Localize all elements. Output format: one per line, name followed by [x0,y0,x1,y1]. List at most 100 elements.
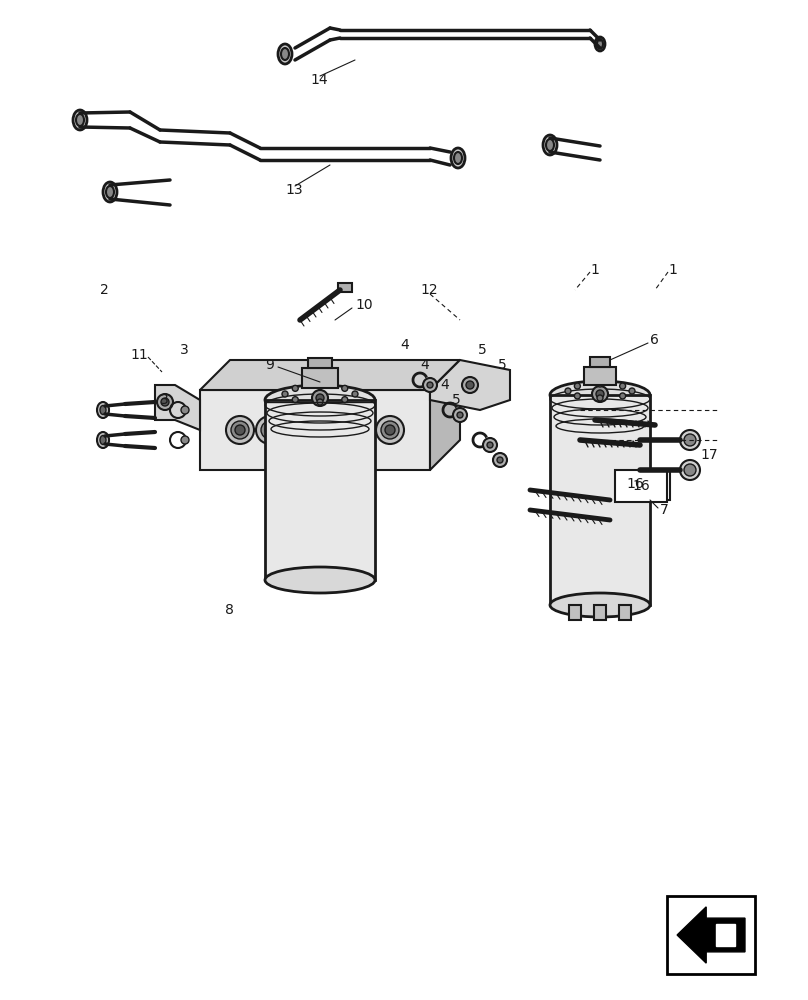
Ellipse shape [97,432,109,448]
Circle shape [325,425,335,435]
Text: 3: 3 [180,343,189,357]
Circle shape [346,416,374,444]
Circle shape [574,393,580,399]
Polygon shape [430,360,460,470]
Text: 5: 5 [478,343,486,357]
Circle shape [376,416,404,444]
Circle shape [181,436,189,444]
Circle shape [261,421,279,439]
Bar [716,924,735,946]
Ellipse shape [684,434,696,446]
Text: 12: 12 [420,283,438,297]
Circle shape [592,386,608,402]
Text: 14: 14 [310,73,327,87]
Circle shape [235,425,245,435]
Ellipse shape [543,135,557,155]
Circle shape [265,425,275,435]
Text: 5: 5 [498,358,507,372]
Ellipse shape [265,567,375,593]
Text: 1: 1 [590,263,599,277]
Circle shape [620,393,625,399]
Text: 9: 9 [265,358,274,372]
Text: 4: 4 [400,338,409,352]
Circle shape [355,425,365,435]
Bar [569,605,581,620]
Ellipse shape [684,464,696,476]
Text: 16: 16 [626,477,644,491]
Circle shape [620,383,625,389]
Ellipse shape [680,430,700,450]
Circle shape [291,421,309,439]
Ellipse shape [100,436,106,444]
Circle shape [352,391,358,397]
Circle shape [226,416,254,444]
Circle shape [342,385,347,391]
Circle shape [351,421,369,439]
Ellipse shape [97,402,109,418]
Ellipse shape [73,110,87,130]
Circle shape [286,416,314,444]
Bar [620,470,670,500]
Circle shape [597,395,603,401]
Circle shape [629,388,635,394]
Circle shape [292,385,298,391]
Bar [590,357,610,367]
Circle shape [282,391,288,397]
Circle shape [316,394,324,402]
Ellipse shape [550,381,650,409]
Ellipse shape [546,139,554,151]
Bar [302,368,338,388]
Ellipse shape [597,39,603,48]
Ellipse shape [595,37,605,51]
Polygon shape [677,907,745,963]
Bar [550,395,650,605]
Circle shape [574,383,580,389]
Ellipse shape [76,114,84,126]
Text: 10: 10 [355,298,372,312]
Circle shape [381,421,399,439]
Ellipse shape [281,48,289,60]
Ellipse shape [106,186,114,198]
Text: 2: 2 [100,283,109,297]
Text: 13: 13 [285,183,303,197]
Circle shape [161,398,169,406]
Circle shape [295,425,305,435]
Ellipse shape [103,182,117,202]
Circle shape [597,381,603,387]
Text: 5: 5 [452,393,461,407]
Text: 3: 3 [160,393,169,407]
Polygon shape [200,390,430,470]
Text: 6: 6 [650,333,659,347]
Text: 4: 4 [440,378,448,392]
Bar [619,605,631,620]
Circle shape [385,425,395,435]
Bar [308,358,332,368]
Circle shape [256,416,284,444]
Ellipse shape [100,406,106,414]
Bar [594,605,606,620]
Bar [667,896,755,974]
Circle shape [457,412,463,418]
Circle shape [312,390,328,406]
Circle shape [453,408,467,422]
Circle shape [321,421,339,439]
Circle shape [466,381,474,389]
Text: 17: 17 [700,448,718,462]
Circle shape [565,388,571,394]
Circle shape [427,382,433,388]
Ellipse shape [680,460,700,480]
Circle shape [317,383,323,389]
Polygon shape [200,360,460,390]
Polygon shape [430,360,510,410]
Circle shape [316,416,344,444]
Bar [265,400,375,580]
Text: 4: 4 [420,358,429,372]
Ellipse shape [278,44,292,64]
Ellipse shape [454,152,462,164]
Text: 1: 1 [668,263,677,277]
Circle shape [423,378,437,392]
Text: 8: 8 [225,603,234,617]
Circle shape [462,377,478,393]
Circle shape [596,390,604,398]
Circle shape [483,438,497,452]
